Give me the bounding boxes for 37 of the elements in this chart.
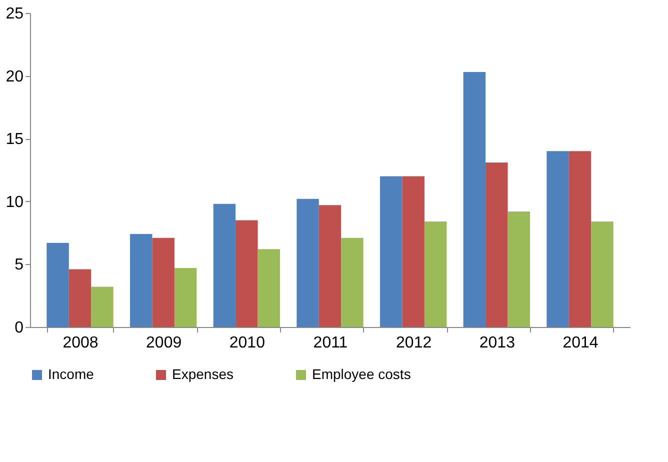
x-tick-label: 2012 — [396, 334, 432, 352]
x-tick-label: 2014 — [562, 334, 598, 352]
bar — [296, 198, 319, 327]
bar — [236, 220, 258, 327]
legend-label: Employee costs — [312, 366, 411, 382]
bar — [486, 162, 508, 327]
x-tick-label: 2013 — [479, 334, 516, 352]
bar — [546, 151, 569, 327]
bar — [46, 242, 69, 327]
bar — [380, 176, 402, 327]
x-tick-label: 2009 — [146, 334, 182, 352]
y-tick-label: 5 — [14, 256, 24, 274]
bar — [318, 205, 342, 327]
y-tick-label: 15 — [6, 131, 24, 148]
bar — [68, 269, 92, 327]
y-tick-label: 25 — [6, 6, 24, 22]
bar — [568, 151, 592, 327]
legend-label: Income — [48, 366, 94, 382]
bar — [174, 268, 197, 327]
x-tick-label: 2008 — [62, 334, 98, 352]
y-tick-label: 10 — [6, 194, 24, 211]
x-tick-label: 2011 — [313, 334, 348, 352]
bar — [341, 238, 364, 327]
bar — [91, 286, 114, 327]
bar — [591, 221, 614, 327]
bar — [152, 238, 174, 327]
y-tick-label: 0 — [14, 320, 24, 336]
x-tick-label: 2010 — [229, 334, 266, 352]
y-tick-label: 20 — [6, 68, 24, 86]
bar — [508, 211, 530, 327]
bar — [402, 176, 424, 327]
bar — [424, 221, 447, 327]
legend-label: Expenses — [172, 366, 234, 382]
bar — [213, 204, 236, 327]
bar — [463, 72, 486, 327]
bar — [258, 249, 280, 327]
bar — [130, 234, 152, 327]
